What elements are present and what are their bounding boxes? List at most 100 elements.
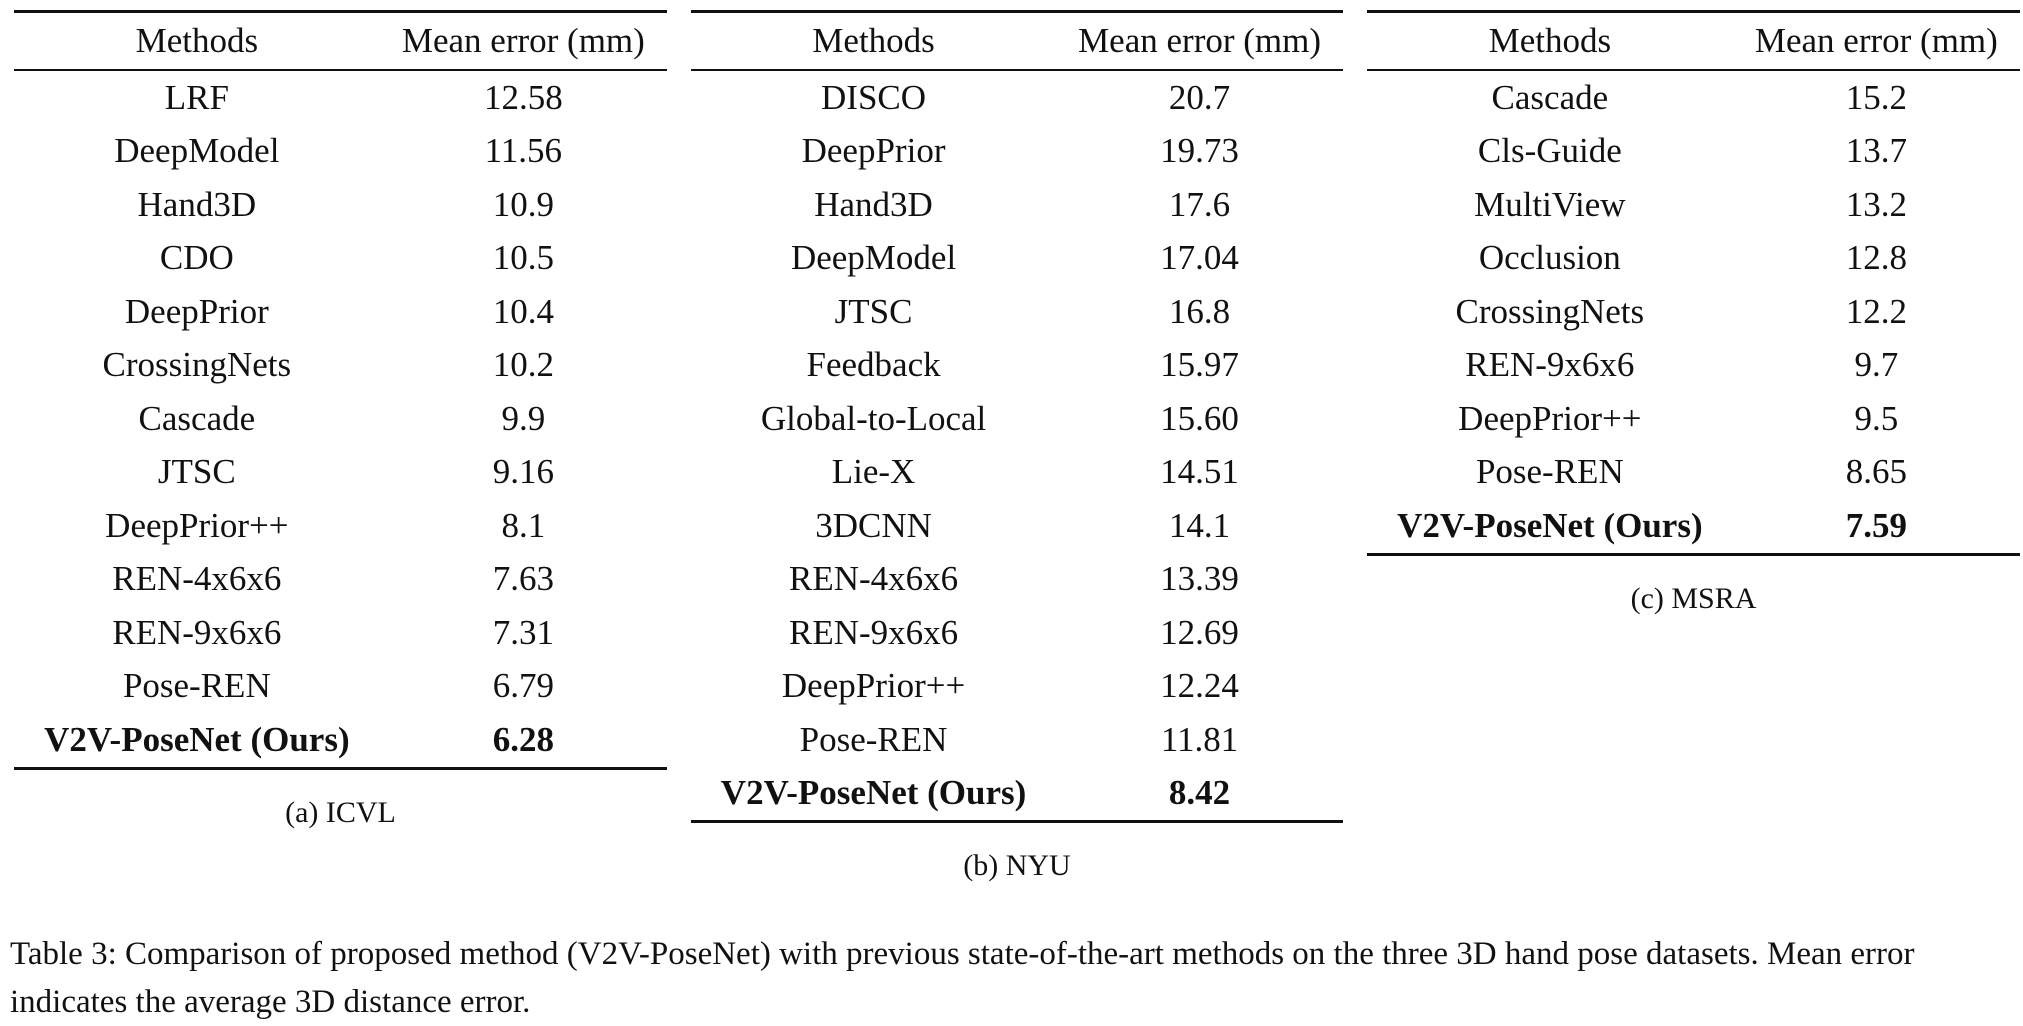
error-cell: 10.2	[492, 345, 554, 385]
table-row: DISCO 20.7	[691, 71, 1343, 125]
table-caption: Table 3: Comparison of proposed method (…	[10, 936, 1915, 1020]
method-cell: Pose-REN	[122, 666, 271, 706]
table-row: DeepModel 17.04	[691, 232, 1343, 286]
error-cell: 7.31	[492, 612, 554, 652]
method-cell: CDO	[159, 238, 234, 278]
method-cell: Cascade	[138, 398, 256, 438]
table-row: REN-9x6x6 7.31	[14, 606, 667, 660]
table-row: JTSC 16.8	[691, 285, 1343, 339]
table-row: CrossingNets 12.2	[1367, 285, 2020, 339]
error-cell: 8.65	[1845, 452, 1907, 492]
method-cell: DeepPrior	[801, 131, 946, 171]
table-header: Methods Mean error (mm)	[14, 13, 667, 71]
top-rule	[1367, 10, 2020, 13]
table-row: DeepPrior++ 9.5	[1367, 392, 2020, 446]
method-cell: Global-to-Local	[760, 398, 987, 438]
table-row: REN-4x6x6 7.63	[14, 553, 667, 607]
bottom-rule	[1367, 552, 2020, 556]
error-cell: 15.60	[1160, 398, 1239, 438]
subcaption: (a) ICVL	[285, 795, 396, 829]
table-row: CrossingNets 10.2	[14, 339, 667, 393]
method-cell: REN-4x6x6	[788, 559, 959, 599]
table-row: Cls-Guide 13.7	[1367, 125, 2020, 179]
header-mean-error: Mean error (mm)	[1078, 21, 1322, 60]
table-row: Lie-X 14.51	[691, 446, 1343, 500]
method-cell: Pose-REN	[799, 719, 948, 759]
table-row: DeepPrior++ 8.1	[14, 499, 667, 553]
table-row: DeepPrior 10.4	[14, 285, 667, 339]
error-cell: 11.56	[484, 131, 563, 171]
ours-row: V2V-PoseNet (Ours) 6.28	[14, 713, 667, 767]
error-cell: 10.4	[492, 291, 554, 331]
table-row: Feedback 15.97	[691, 339, 1343, 393]
method-cell: DISCO	[821, 77, 927, 117]
error-cell: 9.9	[501, 398, 546, 438]
error-cell: 15.97	[1160, 345, 1239, 385]
method-cell: DeepModel	[790, 238, 957, 278]
method-cell: REN-4x6x6	[112, 559, 282, 599]
method-cell: Hand3D	[814, 184, 933, 224]
top-rule	[14, 10, 667, 13]
error-cell: 12.2	[1845, 291, 1907, 331]
error-cell: 13.39	[1160, 559, 1239, 599]
header-mean-error: Mean error (mm)	[1754, 21, 1998, 60]
ours-row: V2V-PoseNet (Ours) 8.42	[691, 767, 1343, 821]
table-header: Methods Mean error (mm)	[691, 13, 1343, 71]
method-cell: JTSC	[157, 452, 236, 492]
method-cell: Cls-Guide	[1477, 131, 1622, 171]
table-row: REN-9x6x6 12.69	[691, 606, 1343, 660]
method-cell: MultiView	[1474, 184, 1626, 224]
header-methods: Methods	[1488, 21, 1612, 60]
error-cell: 14.1	[1168, 505, 1231, 545]
header-methods: Methods	[812, 21, 935, 60]
table-header: Methods Mean error (mm)	[1367, 13, 2020, 71]
error-cell: 10.9	[492, 184, 554, 224]
table-icvl: Methods Mean error (mm) LRF 12.58 DeepMode…	[14, 0, 667, 830]
method-cell: Feedback	[806, 345, 941, 385]
error-cell: 12.58	[483, 77, 563, 117]
table-msra: Methods Mean error (mm) Cascade 15.2 Cls-G…	[1367, 0, 2020, 616]
table-row: Hand3D 10.9	[14, 178, 667, 232]
table-row: Pose-REN 11.81	[691, 713, 1343, 767]
method-cell: CrossingNets	[102, 345, 292, 385]
header-mean-error: Mean error (mm)	[401, 21, 645, 60]
table-nyu: Methods Mean error (mm) DISCO 20.7 DeepPri…	[691, 0, 1343, 883]
header-methods: Methods	[135, 21, 259, 60]
method-cell: 3DCNN	[815, 505, 932, 545]
error-cell: 12.24	[1160, 666, 1239, 706]
table-body: Cascade 15.2 Cls-Guide 13.7 MultiView 13.2 Occ…	[1367, 71, 2020, 499]
error-cell: 10.5	[492, 238, 554, 278]
table-row: Hand3D 17.6	[691, 178, 1343, 232]
error-cell: 19.73	[1160, 131, 1239, 171]
ours-method: V2V-PoseNet (Ours)	[44, 719, 350, 759]
subcaption: (b) NYU	[963, 849, 1071, 882]
error-cell: 9.16	[492, 452, 554, 492]
method-cell: DeepModel	[114, 131, 280, 171]
error-cell: 6.79	[492, 666, 554, 706]
bottom-rule	[14, 766, 667, 770]
method-cell: Pose-REN	[1475, 452, 1624, 492]
error-cell: 13.2	[1845, 184, 1907, 224]
method-cell: Lie-X	[831, 452, 916, 492]
method-cell: Occlusion	[1478, 238, 1621, 278]
error-cell: 17.04	[1160, 238, 1239, 278]
table-row: REN-4x6x6 13.39	[691, 553, 1343, 607]
table-row: Cascade 15.2	[1367, 71, 2020, 125]
method-cell: Cascade	[1491, 77, 1609, 117]
table-row: DeepPrior 19.73	[691, 125, 1343, 179]
table-row: MultiView 13.2	[1367, 178, 2020, 232]
table-row: 3DCNN 14.1	[691, 499, 1343, 553]
ours-error: 7.59	[1845, 505, 1907, 545]
table-row: DeepPrior++ 12.24	[691, 660, 1343, 714]
table-row: Occlusion 12.8	[1367, 232, 2020, 286]
table-row: JTSC 9.16	[14, 446, 667, 500]
method-cell: DeepPrior++	[1458, 398, 1642, 438]
error-cell: 8.1	[501, 505, 546, 545]
table-body: DISCO 20.7 DeepPrior 19.73 Hand3D 17.6 DeepMod…	[691, 71, 1343, 767]
error-cell: 7.63	[492, 559, 554, 599]
method-cell: JTSC	[834, 291, 913, 331]
bottom-rule	[691, 820, 1343, 823]
method-cell: LRF	[164, 77, 229, 117]
ours-method: V2V-PoseNet (Ours)	[1397, 505, 1703, 545]
method-cell: DeepPrior	[124, 291, 269, 331]
